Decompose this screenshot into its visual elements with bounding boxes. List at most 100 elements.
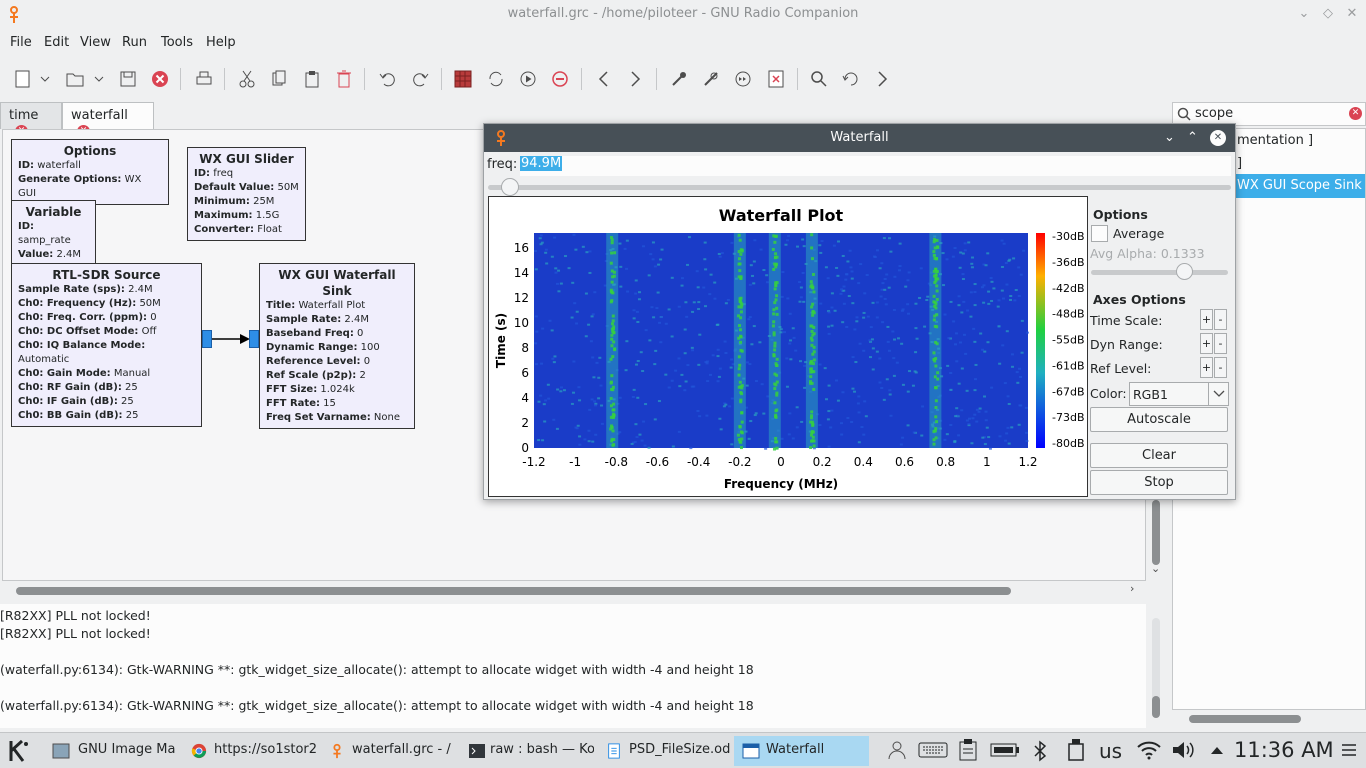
clear-search-icon[interactable]: ✕ — [1349, 107, 1362, 120]
menu-tools[interactable]: Tools — [161, 35, 194, 50]
battery-icon[interactable] — [990, 741, 1020, 759]
tree-item[interactable]: mentation ] — [1237, 133, 1314, 148]
wifi-icon[interactable] — [1136, 739, 1162, 761]
scroll-thumb[interactable] — [1152, 696, 1160, 718]
remove-block-icon[interactable] — [765, 68, 787, 90]
ref-level-plus-button[interactable]: + — [1200, 357, 1213, 378]
search-input[interactable]: scope — [1195, 106, 1234, 121]
task-gimp[interactable]: GNU Image Ma — [44, 736, 179, 766]
time-scale-plus-button[interactable]: + — [1200, 309, 1213, 330]
more-tools-icon[interactable] — [872, 68, 894, 90]
bypass-icon[interactable] — [732, 68, 754, 90]
clipboard-icon[interactable] — [958, 738, 978, 762]
scroll-thumb[interactable] — [16, 587, 1011, 595]
connection-arrow[interactable] — [212, 331, 252, 347]
avg-alpha-slider[interactable] — [1091, 263, 1228, 280]
minimize-icon[interactable]: ⌄ — [1298, 6, 1310, 21]
menu-file[interactable]: File — [10, 35, 32, 50]
time-scale-minus-button[interactable]: - — [1214, 309, 1227, 330]
ref-level-minus-button[interactable]: - — [1214, 357, 1227, 378]
tree-hscrollbar[interactable] — [1185, 715, 1351, 723]
clock[interactable]: 11:36 AM — [1234, 738, 1334, 762]
forward-icon[interactable] — [624, 68, 646, 90]
menu-edit[interactable]: Edit — [44, 35, 70, 50]
minimize-icon[interactable]: ⌄ — [1164, 130, 1175, 145]
block-options[interactable]: Options ID: waterfall Generate Options: … — [11, 139, 169, 205]
find-icon[interactable] — [808, 68, 830, 90]
new-dropdown-icon[interactable] — [38, 68, 52, 90]
copy-icon[interactable] — [268, 68, 290, 90]
close-icon[interactable]: ✕ — [1210, 130, 1226, 146]
console-vscrollbar[interactable] — [1148, 608, 1164, 720]
heatmap-noise-cell — [641, 370, 645, 373]
close-window-icon[interactable]: ✕ — [1346, 6, 1358, 21]
save-icon[interactable] — [117, 68, 139, 90]
menu-help[interactable]: Help — [206, 35, 236, 50]
autoscale-button[interactable]: Autoscale — [1090, 407, 1228, 432]
close-file-icon[interactable] — [149, 68, 171, 90]
scroll-down-icon[interactable]: ⌄ — [1151, 562, 1161, 575]
slider-thumb[interactable] — [1176, 263, 1194, 280]
scroll-thumb[interactable] — [1189, 715, 1301, 723]
back-icon[interactable] — [593, 68, 615, 90]
stop-button[interactable]: Stop — [1090, 470, 1228, 495]
errors-icon[interactable] — [452, 68, 474, 90]
tab-waterfall[interactable]: waterfall✕ — [62, 102, 154, 138]
block-variable[interactable]: Variable ID: samp_rate Value: 2.4M — [11, 200, 96, 266]
block-wx-gui-slider[interactable]: WX GUI Slider ID: freq Default Value: 50… — [187, 147, 306, 241]
clear-button[interactable]: Clear — [1090, 443, 1228, 468]
average-checkbox[interactable] — [1091, 225, 1108, 242]
task-grc[interactable]: waterfall.grc - / — [320, 736, 458, 766]
maximize-icon[interactable]: ⌃ — [1187, 130, 1198, 145]
task-libreoffice[interactable]: PSD_FileSize.od — [597, 736, 731, 766]
maximize-icon[interactable]: ◇ — [1323, 6, 1333, 21]
output-port[interactable] — [202, 330, 212, 348]
delete-icon[interactable] — [333, 68, 355, 90]
menu-view[interactable]: View — [80, 35, 111, 50]
reload-icon[interactable] — [485, 68, 507, 90]
volume-icon[interactable] — [1170, 739, 1196, 761]
freq-input[interactable]: 94.9M — [520, 156, 1231, 176]
redo-icon[interactable] — [409, 68, 431, 90]
rotate-icon[interactable] — [840, 68, 862, 90]
tree-item[interactable]: ] — [1237, 156, 1243, 171]
input-port[interactable] — [249, 330, 259, 348]
block-rtl-sdr-source[interactable]: RTL-SDR Source Sample Rate (sps): 2.4M C… — [11, 263, 202, 427]
bluetooth-icon[interactable] — [1032, 739, 1048, 763]
new-file-icon[interactable] — [12, 68, 34, 90]
open-folder-icon[interactable] — [64, 68, 86, 90]
kill-icon[interactable] — [549, 68, 571, 90]
slider-thumb[interactable] — [501, 178, 520, 196]
block-search-field[interactable]: scope ✕ — [1172, 102, 1366, 126]
freq-slider[interactable] — [488, 178, 1231, 196]
undo-icon[interactable] — [377, 68, 399, 90]
open-dropdown-icon[interactable] — [92, 68, 106, 90]
color-select[interactable]: RGB1 — [1129, 382, 1229, 406]
canvas-vscrollbar[interactable]: ⌄ — [1148, 500, 1164, 580]
tab-time[interactable]: time✕ — [0, 102, 62, 138]
enable-block-icon[interactable] — [668, 68, 690, 90]
waterfall-titlebar[interactable]: Waterfall ⌄ ⌃ ✕ — [484, 124, 1235, 152]
execute-icon[interactable] — [517, 68, 539, 90]
scroll-right-icon[interactable]: › — [1130, 582, 1135, 595]
user-switch-icon[interactable] — [886, 739, 908, 761]
canvas-hscrollbar[interactable]: › — [2, 582, 1146, 598]
menu-icon[interactable] — [1340, 741, 1358, 759]
print-icon[interactable] — [193, 68, 215, 90]
scroll-thumb[interactable] — [1152, 500, 1160, 565]
keyboard-layout[interactable]: us — [1099, 739, 1123, 763]
menu-run[interactable]: Run — [122, 35, 147, 50]
paste-icon[interactable] — [301, 68, 323, 90]
application-launcher-icon[interactable] — [6, 738, 32, 764]
tray-expand-icon[interactable] — [1210, 745, 1224, 755]
device-notifier-icon[interactable] — [1066, 738, 1086, 762]
task-waterfall[interactable]: Waterfall — [734, 736, 869, 766]
dyn-range-plus-button[interactable]: + — [1200, 333, 1213, 354]
disable-block-icon[interactable] — [700, 68, 722, 90]
dyn-range-minus-button[interactable]: - — [1214, 333, 1227, 354]
block-wx-gui-waterfall-sink[interactable]: WX GUI Waterfall Sink Title: Waterfall P… — [259, 263, 415, 429]
cut-icon[interactable] — [236, 68, 258, 90]
task-konsole[interactable]: raw : bash — Ko — [460, 736, 594, 766]
task-chrome[interactable]: https://so1stor2 — [182, 736, 317, 766]
keyboard-icon[interactable] — [918, 740, 948, 760]
